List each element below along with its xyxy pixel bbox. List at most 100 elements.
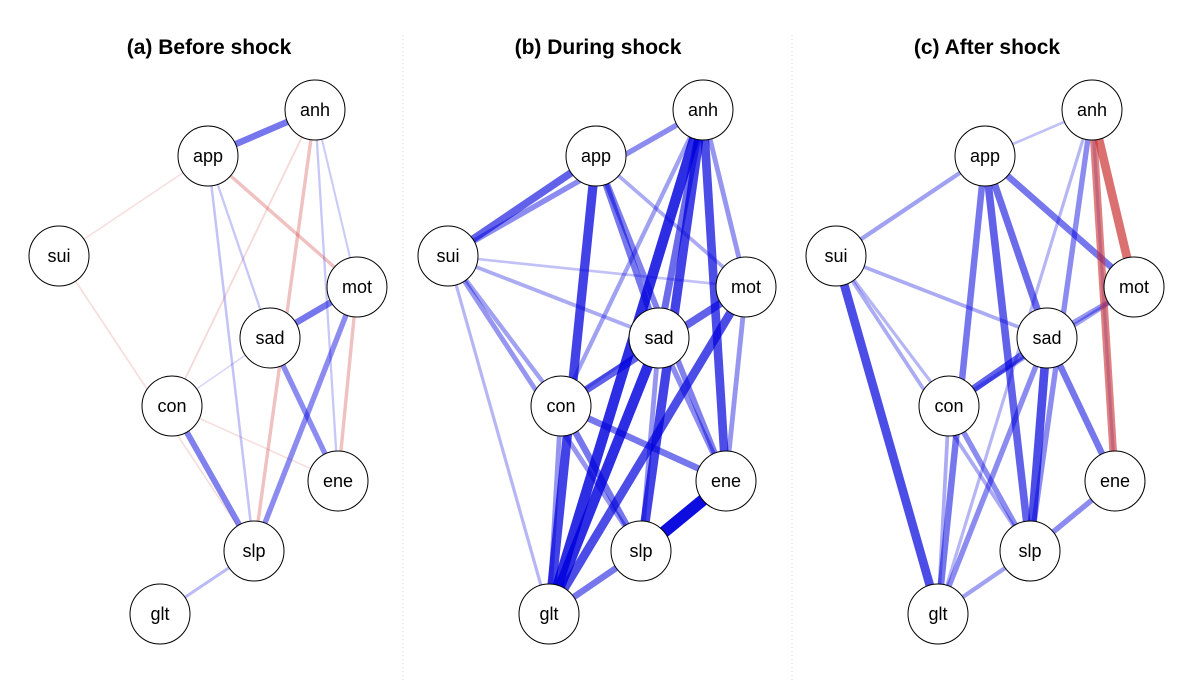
node-circle-slp	[999, 520, 1061, 582]
node-label-ene: ene	[711, 471, 741, 491]
edge-mot-slp	[251, 286, 360, 552]
node-ene: ene	[695, 450, 757, 512]
node-circle-anh	[1061, 79, 1123, 141]
node-circle-glt	[518, 583, 580, 645]
node-app: app	[954, 125, 1016, 187]
edge-anh-ene	[1088, 109, 1119, 482]
node-label-glt: glt	[150, 604, 169, 624]
node-mot: mot	[326, 256, 388, 318]
panel-title-after: (c) After shock	[914, 36, 1061, 59]
node-circle-sui	[28, 225, 90, 287]
node-label-app: app	[193, 146, 223, 166]
node-label-anh: anh	[300, 100, 330, 120]
edge-sui-con	[446, 254, 563, 408]
node-label-sui: sui	[436, 246, 459, 266]
edge-app-sad	[981, 154, 1051, 340]
panel-before-shock: (a) Before shock anh app sui mot sad con ene sl…	[28, 36, 388, 645]
nodes-during: anh app sui mot sad con ene slp glt	[417, 79, 777, 645]
node-label-mot: mot	[1119, 277, 1149, 297]
node-circle-mot	[715, 256, 777, 318]
node-label-glt: glt	[539, 604, 558, 624]
nodes-before: anh app sui mot sad con ene slp glt	[28, 79, 388, 645]
node-circle-sad	[239, 307, 301, 369]
edges-during	[445, 107, 750, 617]
node-circle-anh	[284, 79, 346, 141]
node-circle-sad	[628, 307, 690, 369]
node-circle-mot	[1103, 256, 1165, 318]
edge-sui-glt	[831, 254, 943, 616]
node-circle-con	[530, 375, 592, 437]
node-label-sad: sad	[644, 328, 673, 348]
node-label-slp: slp	[629, 541, 652, 561]
node-sad: sad	[628, 307, 690, 369]
edge-app-mot	[982, 153, 1137, 290]
panel-during-shock: (b) During shock anh app sui mot sad con ene sl…	[417, 36, 777, 645]
edge-sui-glt	[446, 255, 551, 615]
node-circle-ene	[1084, 450, 1146, 512]
node-sad: sad	[1016, 307, 1078, 369]
node-label-mot: mot	[342, 277, 372, 297]
node-app: app	[565, 125, 627, 187]
node-circle-con	[918, 375, 980, 437]
edge-sad-glt	[935, 337, 1050, 615]
node-circle-slp	[223, 520, 285, 582]
node-sui: sui	[805, 225, 867, 287]
panel-title-before: (a) Before shock	[127, 36, 292, 59]
node-label-app: app	[581, 146, 611, 166]
node-slp: slp	[223, 520, 285, 582]
node-label-sui: sui	[824, 246, 847, 266]
edge-mot-ene	[723, 286, 749, 482]
edge-app-sad	[592, 154, 663, 340]
node-label-anh: anh	[1077, 100, 1107, 120]
node-sui: sui	[417, 225, 479, 287]
node-slp: slp	[610, 520, 672, 582]
edge-sui-sad	[447, 254, 660, 340]
node-circle-sui	[805, 225, 867, 287]
edge-sad-glt	[544, 336, 664, 616]
node-circle-sui	[417, 225, 479, 287]
node-anh: anh	[284, 79, 346, 141]
node-label-glt: glt	[928, 604, 947, 624]
node-glt: glt	[907, 583, 969, 645]
edge-app-mot	[206, 154, 359, 289]
node-con: con	[141, 375, 203, 437]
node-glt: glt	[129, 583, 191, 645]
node-circle-sad	[1016, 307, 1078, 369]
node-slp: slp	[999, 520, 1061, 582]
node-circle-ene	[695, 450, 757, 512]
node-anh: anh	[672, 79, 734, 141]
edge-mot-ene	[336, 286, 359, 482]
edge-sad-slp	[1025, 337, 1052, 552]
node-circle-glt	[129, 583, 191, 645]
node-label-sui: sui	[47, 246, 70, 266]
edge-app-sad	[206, 155, 272, 339]
node-con: con	[918, 375, 980, 437]
edge-sui-sad	[835, 254, 1048, 340]
node-label-con: con	[546, 396, 575, 416]
edge-anh-con	[171, 109, 316, 407]
node-anh: anh	[1061, 79, 1123, 141]
edge-app-slp	[206, 155, 256, 552]
node-label-con: con	[157, 396, 186, 416]
node-circle-slp	[610, 520, 672, 582]
node-label-slp: slp	[242, 541, 265, 561]
node-circle-mot	[326, 256, 388, 318]
node-circle-ene	[307, 450, 369, 512]
node-circle-anh	[672, 79, 734, 141]
edge-anh-glt	[544, 108, 708, 616]
node-mot: mot	[1103, 256, 1165, 318]
edge-app-slp	[981, 155, 1034, 552]
node-circle-app	[954, 125, 1016, 187]
node-label-ene: ene	[323, 471, 353, 491]
node-circle-con	[141, 375, 203, 437]
node-circle-app	[177, 125, 239, 187]
node-label-ene: ene	[1100, 471, 1130, 491]
node-label-slp: slp	[1018, 541, 1041, 561]
node-label-app: app	[970, 146, 1000, 166]
node-ene: ene	[1084, 450, 1146, 512]
node-mot: mot	[715, 256, 777, 318]
panel-after-shock: (c) After shock anh app sui mot sad con ene slp…	[805, 36, 1165, 645]
edge-anh-ene	[313, 109, 340, 482]
node-label-sad: sad	[255, 328, 284, 348]
